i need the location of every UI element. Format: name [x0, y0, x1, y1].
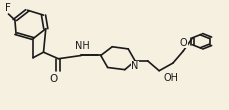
Text: F: F: [5, 3, 11, 13]
Text: NH: NH: [75, 41, 90, 51]
Text: OH: OH: [163, 73, 178, 83]
Text: O: O: [50, 74, 58, 84]
Text: N: N: [131, 61, 139, 71]
Text: O: O: [180, 38, 188, 48]
